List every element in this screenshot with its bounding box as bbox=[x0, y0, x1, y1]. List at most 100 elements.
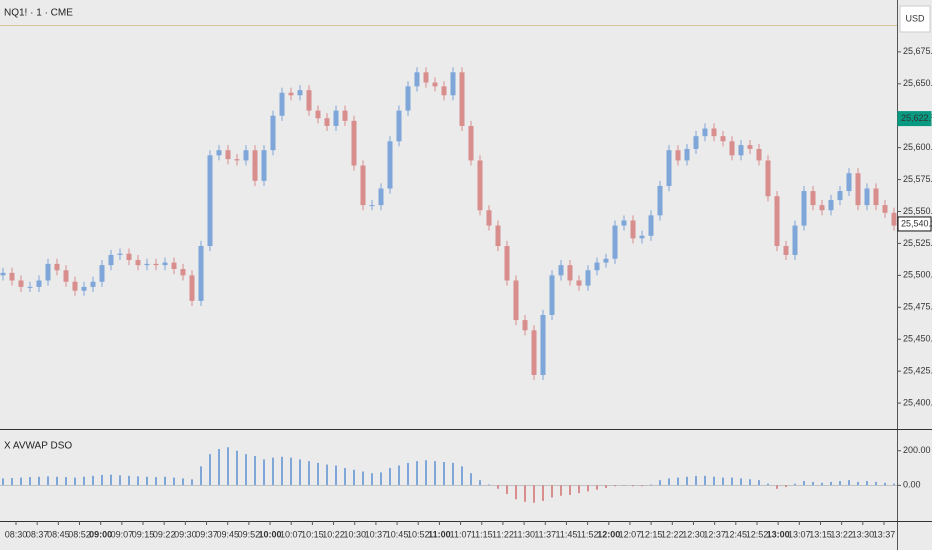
histogram-bar bbox=[110, 474, 112, 486]
candle-body bbox=[765, 160, 771, 197]
candle-body bbox=[405, 86, 411, 111]
candle-body bbox=[324, 118, 330, 126]
candle-body bbox=[846, 173, 852, 192]
candle-body bbox=[468, 125, 474, 161]
candle-body bbox=[207, 155, 213, 246]
candle-body bbox=[279, 92, 285, 116]
candle-body bbox=[504, 245, 510, 281]
histogram-bar bbox=[596, 485, 598, 490]
candle-body bbox=[18, 280, 24, 287]
histogram-bar bbox=[416, 461, 418, 486]
histogram-bar bbox=[227, 447, 229, 486]
candle-body bbox=[819, 205, 825, 211]
candle-body bbox=[621, 220, 627, 226]
candle-body bbox=[360, 165, 366, 206]
currency-label[interactable]: USD bbox=[905, 13, 925, 23]
histogram-bar bbox=[839, 481, 841, 486]
histogram-bar bbox=[848, 480, 850, 486]
histogram-bar bbox=[83, 476, 85, 486]
histogram-bar bbox=[452, 462, 454, 486]
histogram-bar bbox=[749, 479, 751, 486]
histogram-bar bbox=[218, 449, 220, 486]
histogram-bar bbox=[20, 477, 22, 486]
x-tick-label: 08:30 bbox=[5, 529, 28, 539]
candle-body bbox=[783, 245, 789, 255]
histogram-bar bbox=[308, 461, 310, 486]
y-tick-label: 25,550.00 bbox=[903, 206, 932, 216]
histogram-bar bbox=[128, 475, 130, 486]
histogram-bar bbox=[641, 485, 643, 487]
candle-body bbox=[810, 191, 816, 206]
x-tick-label: 12:30 bbox=[682, 529, 705, 539]
histogram-bar bbox=[263, 459, 265, 486]
histogram-bar bbox=[551, 485, 553, 498]
histogram-bar bbox=[605, 485, 607, 488]
x-tick-label: 12:15 bbox=[640, 529, 663, 539]
histogram-bar bbox=[11, 478, 13, 486]
candle-body bbox=[162, 262, 168, 266]
y-tick-label: 25,675.00 bbox=[903, 46, 932, 56]
candle-body bbox=[729, 141, 735, 156]
candle-body bbox=[414, 72, 420, 87]
histogram-bar bbox=[407, 462, 409, 486]
candle-body bbox=[540, 314, 546, 375]
candle-body bbox=[27, 286, 33, 288]
histogram-bar bbox=[137, 476, 139, 486]
candle-body bbox=[747, 145, 753, 149]
x-tick-label: 08:52 bbox=[68, 529, 91, 539]
x-tick-label: 10:45 bbox=[386, 529, 409, 539]
candle-body bbox=[333, 110, 339, 126]
candle-body bbox=[369, 205, 375, 207]
x-tick-label: 10:37 bbox=[365, 529, 388, 539]
candle-body bbox=[567, 265, 573, 281]
histogram-bar bbox=[632, 485, 634, 487]
candle-body bbox=[648, 215, 654, 236]
candle-body bbox=[297, 90, 303, 96]
histogram-bar bbox=[47, 476, 49, 486]
candle-body bbox=[180, 268, 186, 276]
histogram-bar bbox=[731, 477, 733, 486]
histogram-bar bbox=[443, 461, 445, 486]
candle-body bbox=[36, 280, 42, 287]
histogram-bar bbox=[524, 485, 526, 502]
histogram-bar bbox=[650, 484, 652, 486]
histogram-bar bbox=[272, 457, 274, 486]
price-badge bbox=[897, 111, 932, 127]
histogram-bar bbox=[893, 483, 895, 486]
candle-body bbox=[657, 185, 663, 216]
candle-body bbox=[225, 150, 231, 160]
candle-body bbox=[243, 150, 249, 161]
histogram-bar bbox=[542, 485, 544, 501]
histogram-bar bbox=[875, 481, 877, 486]
histogram-bar bbox=[668, 478, 670, 486]
candle-body bbox=[774, 196, 780, 246]
histogram-bar bbox=[866, 481, 868, 486]
histogram-bar bbox=[758, 480, 760, 486]
candle-body bbox=[684, 148, 690, 161]
candle-body bbox=[117, 253, 123, 255]
candle-body bbox=[828, 200, 834, 211]
histogram-bar bbox=[614, 485, 616, 487]
candle-body bbox=[90, 281, 96, 287]
histogram-bar bbox=[812, 481, 814, 486]
histogram-bar bbox=[290, 457, 292, 486]
y-tick-label: 25,425.00 bbox=[903, 366, 932, 376]
x-tick-label: 12:52 bbox=[746, 529, 769, 539]
candle-body bbox=[378, 188, 384, 206]
candle-body bbox=[315, 110, 321, 119]
x-tick-label: 09:45 bbox=[216, 529, 239, 539]
currency-box[interactable] bbox=[899, 5, 931, 33]
candle-body bbox=[666, 150, 672, 186]
x-tick-label: 11:30 bbox=[513, 529, 535, 539]
x-tick-label: 13:15 bbox=[809, 529, 832, 539]
x-tick-label: 11:00 bbox=[428, 529, 451, 539]
histogram-bar bbox=[740, 478, 742, 486]
histogram-bar bbox=[56, 476, 58, 486]
histogram-bar bbox=[560, 485, 562, 496]
candle-body bbox=[882, 205, 888, 213]
histogram-bar bbox=[353, 469, 355, 486]
candle-body bbox=[738, 145, 744, 156]
candle-body bbox=[603, 258, 609, 263]
candle-body bbox=[126, 253, 132, 261]
candle-body bbox=[558, 265, 564, 276]
